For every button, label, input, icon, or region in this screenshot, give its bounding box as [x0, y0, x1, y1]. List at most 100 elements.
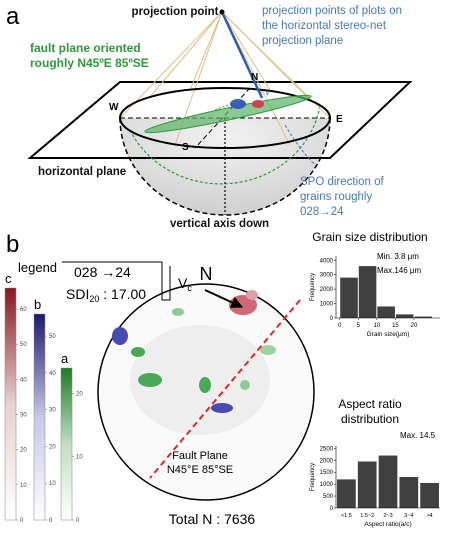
- x-tick-label: 1.5~2: [360, 513, 374, 519]
- colorbar-tick-label: 40: [20, 377, 27, 383]
- annotation: Min. 3.8 μm: [377, 252, 419, 261]
- projection-point-label: projection point: [132, 6, 219, 18]
- panel-label: b: [6, 231, 19, 258]
- horizontal-plane: [27, 81, 413, 159]
- x-tick-label: 15: [392, 323, 399, 329]
- colorbar: [60, 367, 73, 521]
- sdi-label: SDI20 : 17.00: [66, 286, 146, 304]
- y-tick-label: 0: [330, 506, 334, 512]
- v-axis: V: [265, 90, 270, 97]
- vc: V: [178, 275, 188, 291]
- plot-blob: [252, 100, 264, 108]
- spo-pointer: [284, 124, 316, 166]
- bar: [377, 306, 395, 318]
- direction: N: [251, 72, 258, 83]
- colorbar-tick-label: 50: [49, 334, 56, 340]
- spo-note: grains roughly: [300, 191, 372, 203]
- annotation: Max. 14.5: [400, 431, 436, 440]
- density-blobs: [112, 290, 276, 435]
- y-tick-label: 2000: [320, 287, 334, 293]
- fault-plane: [144, 94, 312, 134]
- colorbar-tick-label: 30: [20, 413, 27, 419]
- colorbar-tick-label: 30: [49, 408, 56, 414]
- fault-note: roughly N45ºE 85ºSE: [30, 56, 149, 70]
- x-axis-label: Grain size(μm): [367, 331, 410, 338]
- colorbar: [4, 287, 17, 521]
- colorbar-tick-label: 0: [20, 518, 24, 524]
- y-tick-label: 1500: [320, 470, 334, 476]
- colorbar-tick-label: 0: [49, 518, 53, 524]
- legend-title: legend: [18, 260, 57, 275]
- vc-arrow: [204, 289, 244, 308]
- chart-title: distribution: [341, 412, 399, 426]
- colorbar-tick-label: 60: [20, 307, 27, 313]
- bar: [340, 277, 358, 318]
- x-tick-label: 20: [411, 323, 418, 329]
- note: the horizontal stereo-net: [262, 20, 387, 32]
- colorbar-tick-label: 40: [49, 371, 56, 377]
- annotation: Max.146 μm: [377, 266, 422, 275]
- projection-point: [219, 9, 225, 15]
- colorbar-tick-label: 20: [76, 391, 83, 397]
- chart-title: Grain size distribution: [312, 230, 427, 244]
- y-tick-label: 1000: [320, 482, 334, 488]
- x-tick-label: 3~4: [404, 513, 413, 519]
- direction: S: [182, 142, 189, 153]
- y-tick-label: 1000: [320, 302, 334, 308]
- bar: [399, 477, 419, 508]
- plane-label: horizontal plane: [38, 166, 126, 178]
- bar: [420, 482, 439, 508]
- bar: [378, 455, 398, 508]
- direction-label: 028 →24: [74, 264, 131, 280]
- note: projection plane: [262, 35, 343, 47]
- spo-note: SPO direction of: [300, 176, 385, 188]
- colorbar-name: a: [61, 351, 69, 366]
- x-axis-label: Aspect ratio(a/c): [364, 521, 411, 528]
- colorbar-tick-label: 10: [76, 455, 83, 461]
- y-tick-label: 2000: [320, 458, 334, 464]
- bar: [357, 461, 377, 508]
- y-tick-label: 0: [330, 316, 334, 322]
- axis-label: vertical axis down: [170, 218, 269, 230]
- y-axis-label: Frequency: [310, 273, 316, 301]
- fault-line: [149, 299, 301, 479]
- colorbar: [33, 313, 46, 521]
- colorbar-name: b: [34, 297, 41, 312]
- sdi-subscript: 20: [89, 294, 99, 304]
- total-label: Total N : 7636: [169, 511, 256, 527]
- x-tick-label: 0: [338, 323, 342, 329]
- bracket: [62, 261, 171, 301]
- note: projection points of plots on: [262, 5, 402, 17]
- bar: [358, 266, 377, 318]
- x-tick-label: <1.5: [341, 513, 352, 519]
- fault-note: fault plane oriented: [30, 41, 141, 55]
- bar: [337, 479, 356, 508]
- y-tick-label: 3000: [320, 273, 334, 279]
- colorbar-tick-label: 10: [49, 481, 56, 487]
- bar: [395, 314, 414, 318]
- x-tick-label: 2~3: [383, 513, 392, 519]
- sdi-value: : 17.00: [99, 286, 146, 302]
- colorbar-tick-label: 0: [76, 518, 80, 524]
- fault-label: N45°E 85°SE: [167, 464, 233, 476]
- spo-note: 028→24: [300, 206, 344, 218]
- sdi: SDI: [66, 286, 89, 302]
- projection-line: [220, 11, 264, 99]
- colorbar-tick-label: 20: [20, 448, 27, 454]
- panel-label: a: [6, 3, 20, 30]
- y-axis-label: Frequency: [310, 463, 316, 491]
- colorbar-name: c: [5, 271, 12, 286]
- c-axis: c: [258, 86, 262, 95]
- x-tick-label: 5: [357, 323, 361, 329]
- fault-trace: [129, 104, 321, 185]
- vc-subscript: c: [187, 283, 192, 293]
- fault-normal: [214, 99, 241, 111]
- y-tick-label: 2500: [320, 446, 334, 452]
- colorbar-tick-label: 10: [20, 483, 27, 489]
- x-tick-label: >4: [426, 513, 432, 519]
- y-tick-label: 4000: [320, 258, 334, 264]
- plot-blob: [230, 99, 246, 109]
- x-tick-label: 10: [374, 323, 381, 329]
- chart-title: Aspect ratio: [338, 397, 402, 411]
- north-label: N: [200, 264, 213, 284]
